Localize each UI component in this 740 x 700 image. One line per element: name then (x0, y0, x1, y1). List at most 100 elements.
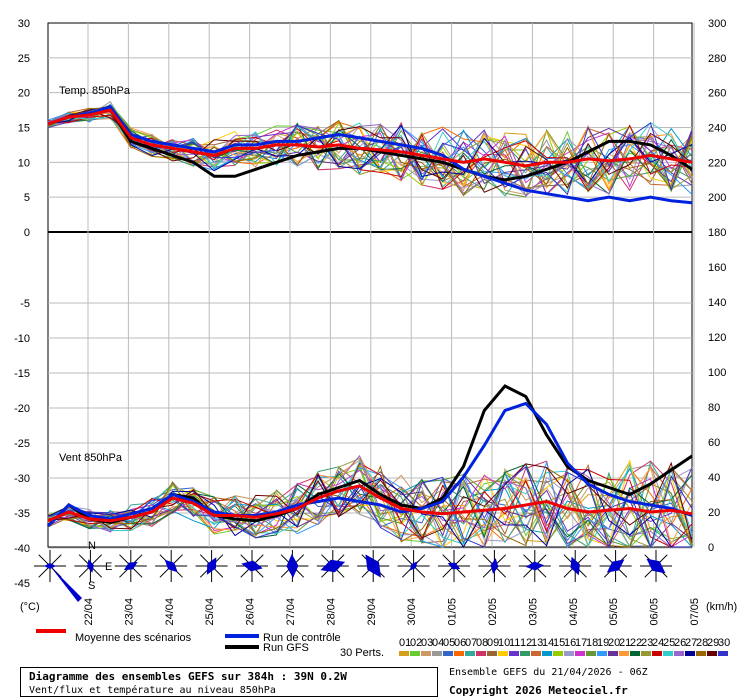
temp-right-tick: 200 (708, 192, 726, 204)
wind-rose-petal (50, 566, 82, 602)
legend-member-number: 26 (674, 637, 686, 649)
wind-left-tick: -40 (14, 543, 30, 555)
temp-right-tick: 220 (708, 157, 726, 169)
wind-mean-line (47, 484, 693, 523)
legend-member-swatch (564, 651, 574, 656)
wind-left-tick: -45 (14, 578, 30, 590)
legend-member-number: 12 (520, 637, 532, 649)
temp-panel-label: Temp. 850hPa (59, 85, 131, 97)
legend-mean-label: Moyenne des scénarios (75, 632, 192, 644)
legend-member-swatch (597, 651, 607, 656)
wind-rose (478, 550, 511, 582)
wind-left-tick: -10 (14, 333, 30, 345)
date-tick-label: 29/04 (366, 598, 378, 626)
legend-member-number: 21 (619, 637, 631, 649)
legend-member-number: 04 (432, 637, 444, 649)
legend-member-number: 23 (641, 637, 653, 649)
footer-title: Diagramme des ensembles GEFS sur 384h : … (29, 670, 347, 683)
temp-left-tick: 30 (18, 18, 30, 30)
wind-rose-petal (409, 561, 418, 571)
date-tick-label: 07/05 (689, 598, 701, 626)
ensemble-run-info: Ensemble GEFS du 21/04/2026 - 06Z (449, 667, 648, 678)
date-tick-label: 24/04 (164, 598, 176, 626)
wind-rose (114, 550, 147, 582)
temp-mean-line (47, 108, 693, 168)
legend-member-swatch (696, 651, 706, 656)
temp-left-tick: 25 (18, 53, 30, 65)
legend-member-swatch (421, 651, 431, 656)
wind-rose-petal (206, 557, 217, 575)
temp-member-29 (47, 109, 693, 193)
date-tick-label: 03/05 (527, 598, 539, 626)
date-tick-label: 04/05 (568, 598, 580, 626)
legend-member-swatch (575, 651, 585, 656)
temp-member-18 (47, 109, 693, 198)
legend-member-number: 27 (685, 637, 697, 649)
wind-rose-petal (365, 554, 381, 578)
wind-right-tick: 120 (708, 332, 726, 344)
legend-member-swatch (542, 651, 552, 656)
legend-member-number: 18 (586, 637, 598, 649)
legend-mean-swatch (36, 629, 66, 633)
wind-rose-petal (447, 562, 461, 570)
temp-left-tick: 10 (18, 157, 30, 169)
wind-rose-petal (241, 560, 263, 572)
compass-south: S (88, 580, 95, 592)
legend-member-swatch (707, 651, 717, 656)
wind-rose (518, 550, 551, 582)
wind-rose-petal (320, 559, 346, 573)
legend-member-swatch (608, 651, 618, 656)
wind-right-tick: 0 (708, 542, 714, 554)
legend-gfs-label: Run GFS (263, 642, 309, 654)
wind-rose-petal (164, 559, 178, 573)
wind-rose (155, 550, 188, 582)
date-tick-label: 22/04 (83, 598, 95, 626)
wind-rose (640, 550, 672, 582)
date-tick-label: 02/05 (487, 598, 499, 626)
legend-member-swatch (619, 651, 629, 656)
legend-member-swatch (465, 651, 475, 656)
legend-member-swatch (410, 651, 420, 656)
footer-box: Diagramme des ensembles GEFS sur 384h : … (20, 667, 438, 697)
wind-left-tick: -35 (14, 508, 30, 520)
wind-rose (276, 550, 309, 582)
temp-right-tick: 240 (708, 123, 726, 135)
legend-member-swatch (531, 651, 541, 656)
wind-rose (559, 550, 592, 582)
legend-member-number: 22 (630, 637, 642, 649)
wind-rose-petal (87, 559, 94, 573)
legend-member-swatch (586, 651, 596, 656)
wind-right-tick: 100 (708, 367, 726, 379)
wind-rose-petal (525, 561, 544, 571)
footer-subtitle: Vent/flux et température au niveau 850hP… (29, 685, 276, 696)
wind-left-tick: -25 (14, 438, 30, 450)
temp-left-tick: 5 (24, 192, 30, 204)
legend-member-swatch (509, 651, 519, 656)
date-tick-label: 26/04 (245, 598, 257, 626)
legend-member-swatch (718, 651, 728, 656)
legend-gfs-swatch (225, 645, 259, 649)
unit-kmh: (km/h) (706, 601, 737, 613)
wind-right-tick: 60 (708, 437, 720, 449)
temp-right-tick: 300 (708, 18, 726, 30)
legend-member-number: 30 (718, 637, 730, 649)
legend-member-number: 16 (564, 637, 576, 649)
wind-rose-petal (123, 561, 138, 571)
temp-right-tick: 280 (708, 53, 726, 65)
temp-member-27 (47, 106, 693, 185)
wind-rose (195, 550, 228, 582)
wind-member-28 (47, 465, 693, 548)
legend-member-number: 06 (454, 637, 466, 649)
legend-member-number: 15 (553, 637, 565, 649)
legend-member-number: 25 (663, 637, 675, 649)
wind-rose (599, 550, 632, 582)
wind-right-tick: 40 (708, 472, 720, 484)
unit-celsius: (°C) (20, 601, 40, 613)
compass-north: N (88, 540, 96, 552)
wind-control-line (46, 401, 693, 528)
copyright: Copyright 2026 Meteociel.fr (449, 684, 628, 697)
wind-rose (397, 550, 430, 582)
wind-panel-label: Vent 850hPa (59, 452, 123, 464)
legend-member-number: 09 (487, 637, 499, 649)
legend-member-number: 08 (476, 637, 488, 649)
